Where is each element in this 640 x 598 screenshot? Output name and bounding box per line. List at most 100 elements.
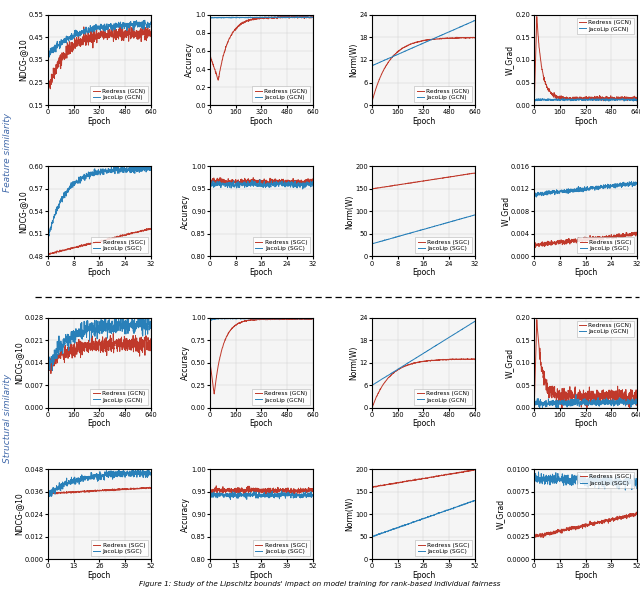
Redress (SGC) bbox=[531, 242, 538, 249]
JacoLip (SGC) bbox=[415, 227, 422, 234]
Legend: Redress (SGC), JacoLip (SGC): Redress (SGC), JacoLip (SGC) bbox=[415, 540, 472, 556]
JacoLip (GCN) bbox=[233, 315, 241, 322]
JacoLip (GCN) bbox=[577, 96, 584, 103]
Redress (GCN) bbox=[122, 347, 129, 354]
JacoLip (GCN) bbox=[633, 96, 640, 103]
X-axis label: Epoch: Epoch bbox=[250, 117, 273, 126]
JacoLip (GCN) bbox=[225, 14, 232, 22]
Y-axis label: Accuracy: Accuracy bbox=[180, 497, 189, 532]
Redress (SGC) bbox=[470, 169, 478, 176]
Legend: Redress (SGC), JacoLip (SGC): Redress (SGC), JacoLip (SGC) bbox=[253, 237, 310, 254]
JacoLip (SGC) bbox=[429, 512, 436, 519]
Redress (SGC) bbox=[253, 178, 260, 185]
Redress (SGC) bbox=[206, 179, 214, 187]
Line: Redress (GCN): Redress (GCN) bbox=[210, 318, 313, 394]
Redress (GCN) bbox=[47, 370, 55, 377]
Redress (SGC) bbox=[471, 466, 479, 474]
JacoLip (GCN) bbox=[471, 318, 479, 325]
JacoLip (SGC) bbox=[577, 187, 585, 194]
Redress (SGC) bbox=[387, 481, 394, 488]
Redress (SGC) bbox=[105, 236, 113, 243]
Redress (SGC) bbox=[632, 508, 640, 515]
Redress (SGC) bbox=[557, 239, 564, 246]
Redress (GCN) bbox=[368, 98, 376, 105]
X-axis label: Epoch: Epoch bbox=[412, 570, 435, 579]
Redress (GCN) bbox=[445, 356, 453, 363]
JacoLip (GCN) bbox=[284, 14, 291, 21]
Redress (GCN) bbox=[471, 34, 479, 41]
Redress (SGC) bbox=[632, 228, 640, 236]
Redress (GCN) bbox=[395, 365, 403, 373]
Redress (GCN) bbox=[122, 33, 129, 41]
Y-axis label: Accuracy: Accuracy bbox=[180, 194, 189, 229]
Y-axis label: Accuracy: Accuracy bbox=[185, 42, 194, 77]
JacoLip (SGC) bbox=[63, 480, 70, 487]
JacoLip (GCN) bbox=[91, 28, 99, 35]
Line: JacoLip (GCN): JacoLip (GCN) bbox=[534, 99, 637, 101]
Redress (SGC) bbox=[368, 185, 376, 193]
JacoLip (SGC) bbox=[608, 476, 616, 483]
Redress (SGC) bbox=[309, 485, 317, 492]
JacoLip (GCN) bbox=[633, 398, 640, 405]
Line: Redress (SGC): Redress (SGC) bbox=[48, 487, 150, 494]
JacoLip (GCN) bbox=[429, 35, 436, 42]
JacoLip (GCN) bbox=[206, 14, 214, 21]
X-axis label: Epoch: Epoch bbox=[412, 117, 435, 126]
JacoLip (SGC) bbox=[70, 476, 78, 483]
Line: Redress (GCN): Redress (GCN) bbox=[48, 23, 150, 89]
Redress (SGC) bbox=[531, 531, 538, 538]
Redress (SGC) bbox=[216, 174, 224, 181]
JacoLip (SGC) bbox=[267, 493, 275, 501]
JacoLip (SGC) bbox=[206, 491, 214, 498]
Y-axis label: W_Grad: W_Grad bbox=[500, 196, 509, 227]
Redress (SGC) bbox=[105, 486, 113, 493]
JacoLip (SGC) bbox=[395, 233, 403, 240]
Redress (GCN) bbox=[267, 14, 275, 22]
JacoLip (SGC) bbox=[256, 176, 264, 183]
JacoLip (SGC) bbox=[105, 469, 113, 477]
Redress (SGC) bbox=[540, 534, 547, 541]
Legend: Redress (GCN), JacoLip (GCN): Redress (GCN), JacoLip (GCN) bbox=[252, 86, 310, 102]
Redress (GCN) bbox=[253, 316, 260, 323]
JacoLip (SGC) bbox=[557, 476, 564, 483]
Redress (SGC) bbox=[531, 244, 539, 251]
JacoLip (GCN) bbox=[147, 19, 154, 26]
JacoLip (GCN) bbox=[471, 17, 479, 24]
Redress (SGC) bbox=[599, 518, 607, 526]
JacoLip (GCN) bbox=[206, 316, 214, 324]
Y-axis label: Norm(W): Norm(W) bbox=[345, 497, 354, 531]
JacoLip (GCN) bbox=[599, 401, 607, 408]
JacoLip (SGC) bbox=[471, 497, 479, 504]
JacoLip (SGC) bbox=[621, 486, 629, 493]
Legend: Redress (GCN), JacoLip (GCN): Redress (GCN), JacoLip (GCN) bbox=[415, 86, 472, 102]
Redress (SGC) bbox=[147, 225, 154, 232]
JacoLip (GCN) bbox=[44, 363, 52, 370]
Redress (SGC) bbox=[63, 489, 70, 496]
Line: JacoLip (GCN): JacoLip (GCN) bbox=[210, 17, 313, 18]
Redress (SGC) bbox=[429, 474, 436, 481]
Redress (GCN) bbox=[147, 28, 154, 35]
Redress (SGC) bbox=[395, 480, 403, 487]
JacoLip (SGC) bbox=[429, 223, 436, 230]
JacoLip (SGC) bbox=[225, 181, 232, 188]
JacoLip (GCN) bbox=[122, 317, 129, 324]
Redress (SGC) bbox=[267, 181, 275, 188]
JacoLip (GCN) bbox=[70, 330, 78, 337]
JacoLip (GCN) bbox=[207, 317, 214, 324]
JacoLip (SGC) bbox=[120, 161, 128, 169]
Redress (GCN) bbox=[608, 390, 616, 397]
JacoLip (SGC) bbox=[225, 493, 232, 500]
Redress (GCN) bbox=[548, 390, 556, 398]
Redress (GCN) bbox=[277, 13, 285, 20]
JacoLip (GCN) bbox=[577, 399, 585, 406]
Redress (GCN) bbox=[533, 316, 541, 324]
Redress (GCN) bbox=[147, 335, 154, 343]
JacoLip (GCN) bbox=[548, 96, 556, 103]
JacoLip (GCN) bbox=[236, 14, 243, 22]
JacoLip (SGC) bbox=[470, 497, 478, 504]
Redress (GCN) bbox=[109, 330, 117, 337]
JacoLip (SGC) bbox=[91, 471, 99, 478]
Text: Feature similarity: Feature similarity bbox=[3, 113, 12, 192]
Redress (SGC) bbox=[415, 476, 422, 483]
JacoLip (SGC) bbox=[633, 485, 640, 492]
